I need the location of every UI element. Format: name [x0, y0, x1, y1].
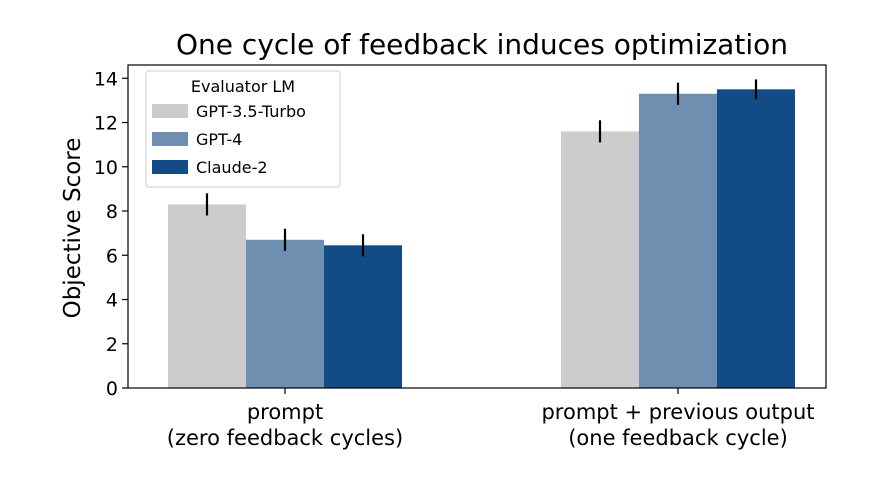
legend-title: Evaluator LM	[191, 77, 295, 96]
y-tick-label: 14	[94, 68, 118, 90]
legend: Evaluator LM GPT-3.5-Turbo GPT-4 Claude-2	[145, 70, 341, 188]
bar	[561, 131, 639, 388]
bar	[324, 245, 402, 388]
plot-frame	[127, 64, 827, 389]
y-tick-label: 10	[94, 157, 118, 179]
y-tick-label: 4	[106, 290, 118, 312]
legend-label: Claude-2	[196, 158, 268, 177]
legend-box	[145, 70, 341, 188]
bar	[639, 93, 717, 388]
x-tick-label: prompt + previous output	[541, 400, 814, 424]
legend-swatch	[152, 132, 188, 146]
error-bars	[205, 79, 758, 257]
legend-swatch	[152, 104, 188, 118]
x-tick-label: (one feedback cycle)	[568, 426, 788, 450]
chart-title: One cycle of feedback induces optimizati…	[176, 28, 788, 61]
y-tick-label: 8	[106, 201, 118, 223]
x-tick-label: prompt	[247, 400, 323, 424]
legend-swatch	[152, 160, 188, 174]
y-tick-label: 12	[94, 113, 118, 135]
y-axis-label-group: Objective Score	[60, 138, 86, 319]
legend-label: GPT-3.5-Turbo	[196, 102, 306, 121]
bar	[168, 204, 246, 388]
y-tick-label: 0	[106, 378, 118, 400]
y-axis-label: Objective Score	[60, 138, 86, 319]
y-ticks: 0 2 4 6 8 10 12 14	[94, 68, 128, 400]
bar	[717, 89, 795, 388]
y-tick-label: 2	[106, 334, 118, 356]
bars	[168, 89, 795, 388]
legend-label: GPT-4	[196, 130, 242, 149]
bar	[246, 239, 324, 388]
x-ticks: prompt(zero feedback cycles) prompt + pre…	[167, 388, 815, 450]
x-tick-label: (zero feedback cycles)	[167, 426, 403, 450]
y-tick-label: 6	[106, 245, 118, 267]
